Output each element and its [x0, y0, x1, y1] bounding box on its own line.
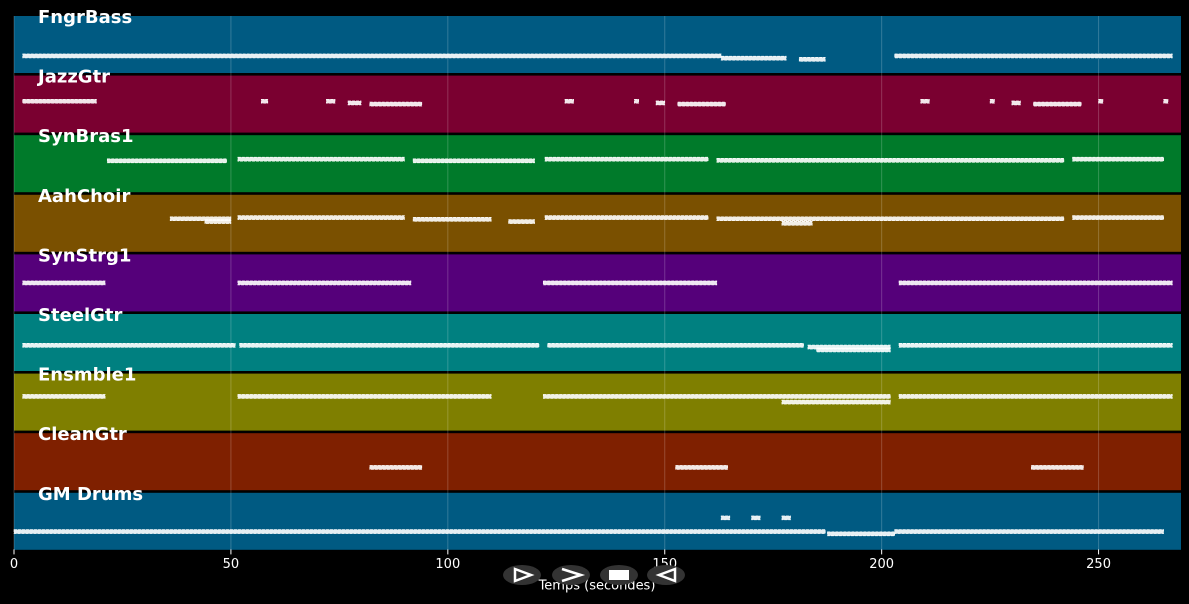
- note: [716, 157, 1065, 163]
- track-name: SynStrg1: [38, 245, 131, 266]
- x-tick-label: 250: [1086, 557, 1111, 572]
- note: [22, 394, 106, 399]
- note: [544, 156, 709, 162]
- note: [816, 347, 891, 353]
- x-tick-label: 100: [435, 557, 460, 572]
- track-name: SteelGtr: [38, 305, 123, 326]
- note: [260, 98, 269, 104]
- track-lane: [14, 135, 1181, 193]
- controls: [503, 565, 685, 585]
- note: [898, 280, 1173, 286]
- note: [547, 343, 804, 348]
- note: [22, 280, 106, 286]
- note: [1031, 465, 1084, 470]
- note: [239, 343, 540, 348]
- note: [751, 515, 761, 521]
- rewind-button[interactable]: [647, 565, 685, 585]
- note: [898, 343, 1173, 348]
- track-name: GM Drums: [38, 484, 143, 505]
- note: [106, 158, 227, 164]
- note: [22, 343, 236, 348]
- note: [369, 101, 423, 107]
- note: [369, 465, 423, 470]
- note: [508, 219, 535, 224]
- note: [677, 101, 726, 107]
- note: [412, 158, 535, 164]
- note: [1163, 98, 1169, 104]
- plot-area: 0 50 100 150 200 250FngrBassJazzGtrSynBras1Aa…: [10, 7, 1181, 572]
- note: [720, 55, 787, 61]
- note: [1011, 100, 1021, 106]
- track-lane: [14, 194, 1181, 252]
- note: [544, 215, 709, 220]
- note: [1098, 98, 1104, 104]
- track-name: AahChoir: [38, 186, 130, 207]
- note: [827, 531, 895, 537]
- note: [798, 57, 826, 62]
- track-lane: [14, 314, 1181, 371]
- note: [989, 98, 995, 104]
- note: [781, 399, 891, 405]
- note: [347, 100, 362, 106]
- x-tick-label: 200: [869, 557, 894, 572]
- note: [412, 217, 492, 222]
- note: [169, 216, 232, 222]
- note: [564, 98, 574, 104]
- note: [1033, 101, 1082, 107]
- note: [13, 529, 826, 534]
- note: [634, 98, 640, 104]
- note: [542, 394, 891, 399]
- track-lane: [14, 16, 1181, 73]
- play-button[interactable]: [503, 565, 541, 585]
- track-name: JazzGtr: [36, 67, 110, 88]
- note: [204, 219, 232, 224]
- note: [898, 394, 1173, 399]
- note: [22, 98, 97, 104]
- note: [781, 515, 791, 521]
- note: [655, 100, 666, 106]
- note: [326, 98, 336, 104]
- note: [920, 98, 930, 104]
- forward-button[interactable]: [552, 565, 590, 585]
- x-tick-label: 50: [223, 557, 240, 572]
- x-axis-label: Temps (secondes): [538, 579, 656, 594]
- track-name: SynBras1: [38, 126, 134, 147]
- track-lane: [14, 492, 1181, 550]
- note: [237, 156, 405, 162]
- track-lane: [14, 373, 1181, 431]
- note: [1072, 156, 1164, 162]
- track-name: CleanGtr: [38, 424, 127, 445]
- note: [781, 221, 813, 226]
- note: [894, 53, 1173, 59]
- note: [720, 515, 731, 521]
- track-lane: [14, 75, 1181, 133]
- note: [22, 53, 722, 59]
- note: [237, 215, 405, 220]
- note: [237, 280, 412, 286]
- stop-button[interactable]: [600, 565, 638, 585]
- x-tick-label: 0: [10, 557, 18, 572]
- track-name: Ensmble1: [38, 365, 136, 386]
- note: [675, 465, 728, 470]
- note: [237, 394, 492, 399]
- track-name: FngrBass: [38, 7, 132, 28]
- note: [894, 529, 1164, 534]
- note: [716, 216, 1065, 222]
- note: [1072, 215, 1164, 220]
- note: [542, 280, 718, 286]
- note: [807, 344, 891, 350]
- track-lane: [14, 433, 1181, 491]
